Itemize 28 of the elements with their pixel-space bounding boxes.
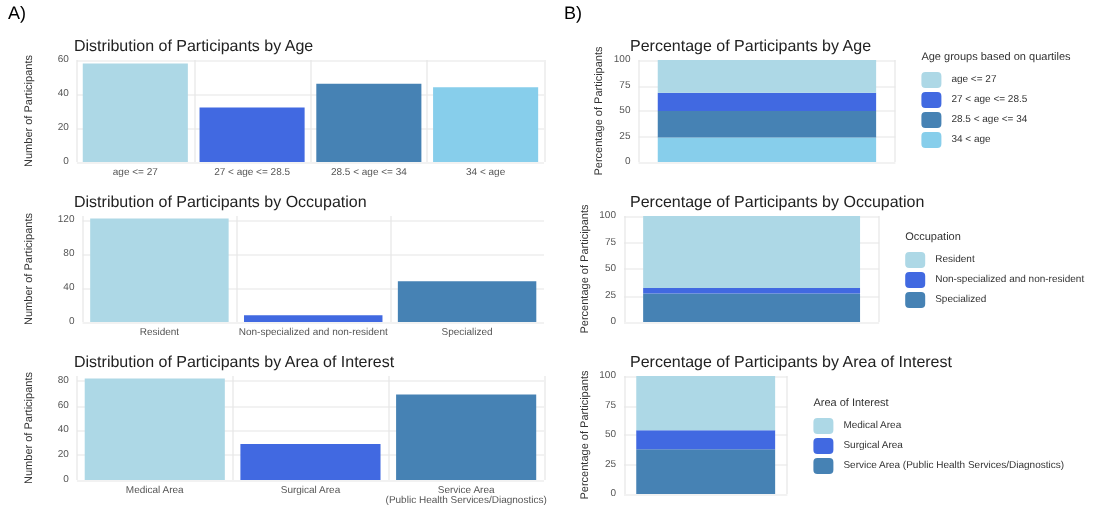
bar [244,315,383,322]
text: B) [564,3,583,23]
bar [636,430,776,450]
bar [90,218,229,322]
chart-title: Distribution of Participants by Area of Interest [74,353,396,371]
bar [84,378,225,480]
bar [397,281,537,322]
bar [657,60,877,93]
bar [643,288,861,294]
chart-title: Percentage of Participants by Age [630,37,873,55]
chart-title: Distribution of Participants by Occupation [74,193,367,211]
bar [199,107,305,162]
bar [643,293,861,322]
bar [643,216,861,289]
chart-title: Percentage of Participants by Area of Interest [630,353,954,371]
bar [657,137,877,162]
chart-title: Percentage of Participants by Occupation [630,193,925,211]
bar [82,63,188,162]
bar [240,444,381,480]
bar [396,394,537,480]
bar [657,111,877,138]
bar [636,376,776,431]
text: A) [8,3,27,23]
bar [433,87,539,162]
bar [636,449,776,494]
chart-title: Distribution of Participants by Age [74,37,315,55]
bar [316,83,422,162]
bar [657,92,877,111]
